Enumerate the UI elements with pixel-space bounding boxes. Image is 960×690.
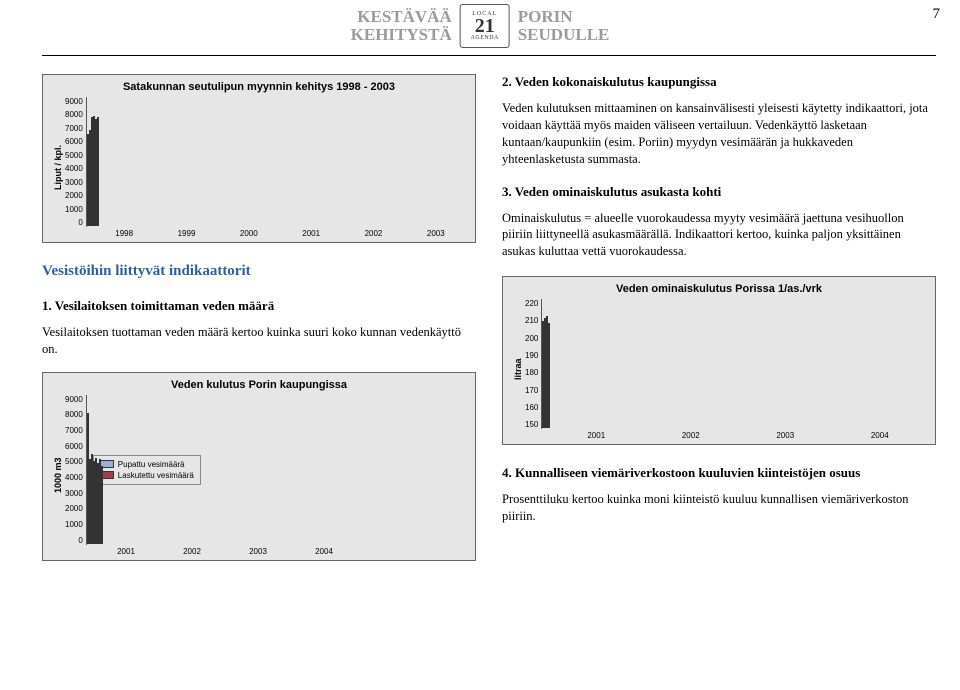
chart1-yticks: 9000 8000 7000 6000 5000 4000 3000 2000 1000 0 [65,97,86,227]
ytick-label: 160 [525,403,538,412]
ytick-label: 3000 [65,489,83,498]
bar [97,117,99,226]
chart-ominaiskulutus: Veden ominaiskulutus Porissa 1/as./vrk l… [502,276,936,445]
chart3-plot [541,299,542,429]
chart1-plot [86,97,87,227]
para-viemariverkosto: Prosenttiluku kertoo kuinka moni kiintei… [502,491,936,525]
xtick-label: 2001 [549,431,644,440]
ytick-label: 170 [525,386,538,395]
page-number: 7 [933,6,941,23]
xtick-label: 1998 [93,229,155,238]
ytick-label: 5000 [65,457,83,466]
right-column: 2. Veden kokonaiskulutus kaupungissa Ved… [502,74,936,678]
para-vesilaitoksen: Vesilaitoksen tuottaman veden määrä kert… [42,324,476,358]
ytick-label: 6000 [65,442,83,451]
chart2-plot [86,395,87,545]
xtick-label: 2003 [225,547,291,556]
section-heading-vesistoihin: Vesistöihin liittyvät indikaattorit [42,263,476,280]
chart2-ylabel: 1000 m3 [51,395,65,556]
ytick-label: 6000 [65,137,83,146]
ytick-label: 9000 [65,97,83,106]
xtick-label: 2004 [291,547,357,556]
chart2-yticks: 9000 8000 7000 6000 5000 4000 3000 2000 1000 0 [65,395,86,545]
ytick-label: 4000 [65,473,83,482]
ytick-label: 1000 [65,205,83,214]
header-left-line2: KEHITYSTÄ [351,26,452,44]
xtick-label: 2004 [833,431,928,440]
legend-item: Pupattu vesimäärä [100,460,194,469]
ytick-label: 7000 [65,426,83,435]
ytick-label: 4000 [65,164,83,173]
header-left-line1: KESTÄVÄÄ [351,8,452,26]
chart1-xticks: 199819992000200120022003 [65,229,467,238]
heading-ominaiskulutus: 3. Veden ominaiskulutus asukasta kohti [502,184,936,200]
ytick-label: 8000 [65,110,83,119]
chart3-yticks: 220 210 200 190 180 170 160 150 [525,299,541,429]
legend-label: Laskutettu vesimäärä [118,471,194,480]
chart-seutulippu: Satakunnan seutulipun myynnin kehitys 19… [42,74,476,243]
ytick-label: 8000 [65,410,83,419]
para-kokonaiskulutus: Veden kulutuksen mittaaminen on kansainv… [502,100,936,168]
xtick-label: 2000 [218,229,280,238]
ytick-label: 210 [525,316,538,325]
bar [101,466,103,544]
header-right-line2: SEUDULLE [518,26,610,44]
header-right-line1: PORIN [518,8,610,26]
page-header: KESTÄVÄÄ KEHITYSTÄ LOCAL 21 AGENDA PORIN… [351,4,610,48]
xtick-label: 2001 [93,547,159,556]
content-columns: Satakunnan seutulipun myynnin kehitys 19… [42,74,936,678]
ytick-label: 2000 [65,504,83,513]
ytick-label: 0 [65,218,83,227]
xtick-label: 2001 [280,229,342,238]
ytick-label: 200 [525,334,538,343]
xtick-label: 2002 [342,229,404,238]
xtick-label: 2003 [738,431,833,440]
bar-slot [99,395,103,544]
ytick-label: 5000 [65,151,83,160]
xtick-label: 2002 [644,431,739,440]
para-ominaiskulutus: Ominaiskulutus = alueelle vuorokaudessa … [502,210,936,261]
chart1-ylabel: Liput / kpl. [51,97,65,238]
bar [548,323,550,428]
heading-viemariverkosto: 4. Kunnalliseen viemäriverkostoon kuuluv… [502,465,936,481]
xtick-label: 1999 [155,229,217,238]
bar-slot [97,97,99,226]
ytick-label: 3000 [65,178,83,187]
chart2-title: Veden kulutus Porin kaupungissa [51,379,467,391]
chart2-legend: Pupattu vesimäärä Laskutettu vesimäärä [93,455,201,485]
ytick-label: 180 [525,368,538,377]
xtick-label: 2003 [405,229,467,238]
heading-kokonaiskulutus: 2. Veden kokonaiskulutus kaupungissa [502,74,936,90]
bar-slot [548,299,550,428]
chart3-xticks: 2001200220032004 [525,431,927,440]
logo-icon: LOCAL 21 AGENDA [460,4,510,48]
legend-item: Laskutettu vesimäärä [100,471,194,480]
xtick-label: 2002 [159,547,225,556]
left-column: Satakunnan seutulipun myynnin kehitys 19… [42,74,476,678]
chart-veden-kulutus: Veden kulutus Porin kaupungissa 1000 m3 … [42,372,476,561]
subheading-vesilaitoksen: 1. Vesilaitoksen toimittaman veden määrä [42,298,476,314]
ytick-label: 190 [525,351,538,360]
ytick-label: 0 [65,536,83,545]
chart2-xticks: 2001200220032004 [65,547,467,556]
chart3-title: Veden ominaiskulutus Porissa 1/as./vrk [511,283,927,295]
chart3-ylabel: litraa [511,299,525,440]
header-left: KESTÄVÄÄ KEHITYSTÄ [351,8,452,44]
chart1-title: Satakunnan seutulipun myynnin kehitys 19… [51,81,467,93]
ytick-label: 1000 [65,520,83,529]
ytick-label: 9000 [65,395,83,404]
logo-mid: 21 [475,17,495,35]
legend-label: Pupattu vesimäärä [118,460,185,469]
ytick-label: 150 [525,420,538,429]
ytick-label: 2000 [65,191,83,200]
ytick-label: 7000 [65,124,83,133]
header-right: PORIN SEUDULLE [518,8,610,44]
logo-bottom: AGENDA [471,35,499,41]
ytick-label: 220 [525,299,538,308]
header-divider [42,55,936,56]
